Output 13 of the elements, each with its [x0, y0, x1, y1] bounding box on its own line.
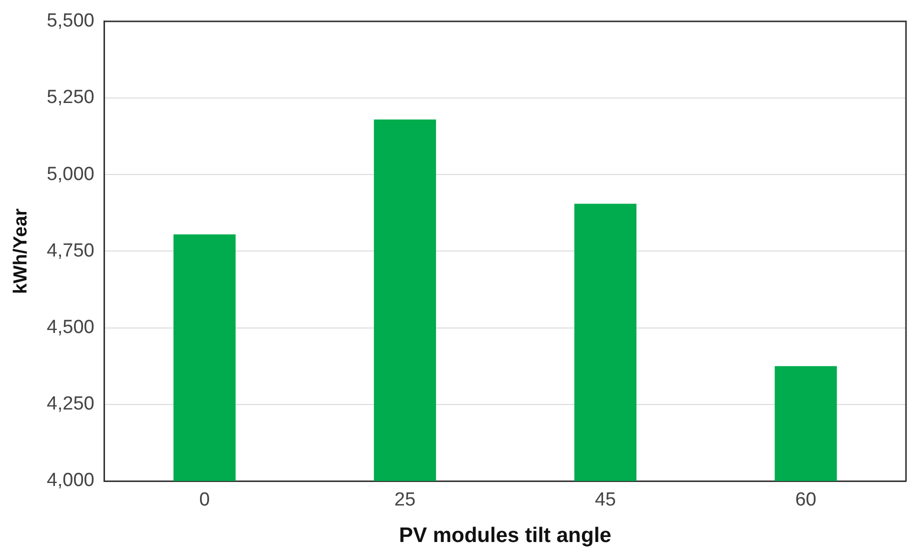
y-tick-label: 4,000 [46, 470, 94, 492]
y-tick-label: 5,000 [46, 164, 94, 185]
x-tick-label: 45 [594, 490, 616, 511]
x-tick-label: 25 [394, 490, 416, 511]
x-axis-title: PV modules tilt angle [398, 524, 612, 548]
x-tick-label: 0 [199, 490, 210, 511]
y-tick-label: 5,500 [46, 10, 94, 32]
x-tick-label: 60 [795, 490, 816, 511]
y-tick-label: 5,250 [46, 87, 94, 108]
y-tick-label: 4,750 [46, 240, 94, 262]
y-tick-label: 4,250 [46, 394, 94, 415]
y-axis-title: kWh/Year [10, 208, 32, 294]
y-tick-label: 4,500 [46, 317, 94, 338]
